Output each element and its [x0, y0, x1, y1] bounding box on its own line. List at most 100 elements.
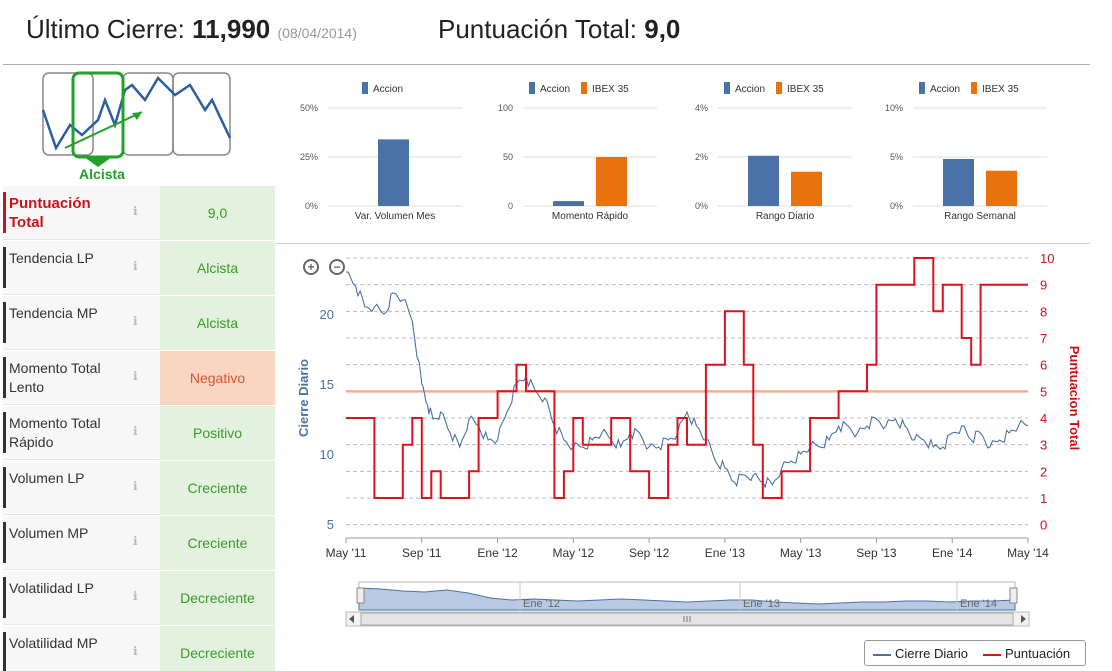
score-row-value: Decreciente: [160, 571, 275, 625]
x-tick-label: Ene '12: [477, 546, 518, 560]
svg-text:+: +: [307, 260, 314, 274]
legend-swatch: [529, 82, 535, 94]
zoom-out-icon[interactable]: −: [329, 259, 345, 275]
x-tick-label: Sep '12: [629, 546, 670, 560]
legend-swatch: [581, 82, 587, 94]
info-icon[interactable]: ℹ: [133, 589, 138, 603]
score-row-value: Creciente: [160, 461, 275, 515]
y-tick-label: 25%: [300, 152, 318, 162]
y2-tick-label: 4: [1040, 411, 1047, 426]
score-row: Tendencia LP ℹ Alcista: [3, 241, 275, 296]
chart-divider: [276, 243, 1090, 244]
mini-chart-svg: Accion IBEX 35 0 50 100 Momento Rápido: [498, 82, 657, 222]
y-tick-label: 5: [327, 517, 334, 532]
score-row-label: Volumen LP: [9, 470, 85, 486]
mini-chart-svg: Accion IBEX 35 0% 2% 4% Rango Diario: [695, 82, 852, 222]
y-tick-label: 10: [320, 447, 334, 462]
y2-tick-label: 7: [1040, 331, 1047, 346]
score-row-value: Decreciente: [160, 626, 275, 671]
zoom-in-icon[interactable]: +: [303, 259, 319, 275]
trend-logo-icon: [41, 71, 232, 167]
score-row-value: Alcista: [160, 296, 275, 350]
navigator-right-handle[interactable]: [1009, 587, 1018, 604]
score-row-label-cell: Volatilidad LP ℹ: [3, 571, 160, 625]
score-row-label: Volumen MP: [9, 525, 89, 541]
score-row-value: Positivo: [160, 406, 275, 460]
score-row: Volumen LP ℹ Creciente: [3, 461, 275, 516]
score-row-marker: [3, 577, 6, 618]
price-score-chart[interactable]: + − 0 1 2 3 4 5 6 7 8 9 10 5 10 15 20 Cierre Diario Puntua…: [290, 250, 1090, 580]
y-tick-label: 50%: [300, 103, 318, 113]
score-row: Volatilidad LP ℹ Decreciente: [3, 571, 275, 626]
legend-entry: Accion: [735, 84, 765, 95]
y2-tick-label: 1: [1040, 491, 1047, 506]
score-row-marker: [3, 412, 6, 453]
score-row: Puntuación Total ℹ 9,0: [3, 186, 275, 241]
scroll-left-icon[interactable]: [349, 615, 354, 623]
info-icon[interactable]: ℹ: [133, 204, 138, 218]
score-row-marker: [3, 302, 6, 343]
y-tick-label: 5%: [890, 152, 903, 162]
bar-ibex-35: [791, 171, 822, 206]
last-close: Último Cierre: 11,990 (08/04/2014): [26, 14, 357, 44]
range-navigator[interactable]: Ene '12 Ene '13 Ene '14: [345, 580, 1030, 630]
score-table: Puntuación Total ℹ 9,0 Tendencia LP ℹ Alcista…: [3, 186, 275, 671]
y2-tick-label: 3: [1040, 438, 1047, 453]
navigator-left-handle[interactable]: [356, 587, 365, 604]
mini-chart-daily-range: Accion IBEX 35 0% 2% 4% Rango Diario: [680, 72, 875, 232]
score-row-label-cell: Tendencia LP ℹ: [3, 241, 160, 295]
bar-accion: [553, 201, 584, 206]
y-tick-label: 10%: [885, 103, 903, 113]
info-icon[interactable]: ℹ: [133, 479, 138, 493]
score-row-label: Tendencia LP: [9, 250, 94, 266]
score-row: Momento Total Lento ℹ Negativo: [3, 351, 275, 406]
score-row-value: Alcista: [160, 241, 275, 295]
y-tick-label: 15: [320, 377, 334, 392]
x-tick-label: May '11: [326, 546, 367, 560]
x-tick-label: Sep '11: [402, 546, 442, 560]
info-icon[interactable]: ℹ: [133, 314, 138, 328]
info-icon[interactable]: ℹ: [133, 369, 138, 383]
y-tick-label: 2%: [695, 152, 708, 162]
mini-chart-volume: Accion 0% 25% 50% Var. Volumen Mes: [290, 72, 485, 232]
y-tick-label: 0%: [890, 201, 903, 211]
bar-accion: [943, 158, 974, 206]
x-tick-label: Ene '13: [705, 546, 746, 560]
info-icon[interactable]: ℹ: [133, 259, 138, 273]
total-score: Puntuación Total: 9,0: [438, 14, 681, 44]
mini-chart-momentum: Accion IBEX 35 0 50 100 Momento Rápido: [485, 72, 680, 232]
legend-entry: IBEX 35: [787, 84, 824, 95]
score-row-label: Momento Total Rápido: [9, 415, 101, 450]
score-row-label-cell: Puntuación Total ℹ: [3, 186, 160, 240]
navigator-area: [358, 587, 1016, 611]
navigator-label: Ene '13: [743, 598, 780, 610]
score-row-marker: [3, 247, 6, 288]
score-row-marker: [3, 192, 6, 233]
score-series-line: [346, 257, 1028, 499]
info-icon[interactable]: ℹ: [133, 644, 138, 658]
score-row-label: Momento Total Lento: [9, 360, 101, 395]
y2-tick-label: 2: [1040, 464, 1047, 479]
score-row-label: Puntuación Total: [9, 195, 91, 231]
x-tick-label: May '14: [1007, 546, 1049, 560]
x-tick-label: May '12: [553, 546, 595, 560]
score-row-marker: [3, 357, 6, 398]
score-row-marker: [3, 522, 6, 563]
legend-price[interactable]: Cierre Diario: [873, 646, 968, 661]
y-tick-label: 0%: [305, 201, 318, 211]
scroll-right-icon[interactable]: [1021, 615, 1026, 623]
y-tick-label: 0: [508, 201, 513, 211]
x-tick-label: Ene '14: [932, 546, 973, 560]
header-divider: [3, 64, 1090, 65]
header: Último Cierre: 11,990 (08/04/2014) Puntu…: [0, 0, 1112, 65]
legend-score[interactable]: Puntuación: [983, 646, 1070, 661]
score-row-label: Volatilidad LP: [9, 580, 94, 596]
y-tick-label: 20: [320, 307, 334, 322]
y2-tick-label: 5: [1040, 384, 1047, 399]
info-icon[interactable]: ℹ: [133, 424, 138, 438]
info-icon[interactable]: ℹ: [133, 534, 138, 548]
y-axis-title: Cierre Diario: [296, 359, 311, 437]
last-close-value: 11,990: [192, 14, 271, 44]
legend-swatch: [724, 82, 730, 94]
chart-legend: Cierre Diario Puntuación: [864, 640, 1086, 666]
